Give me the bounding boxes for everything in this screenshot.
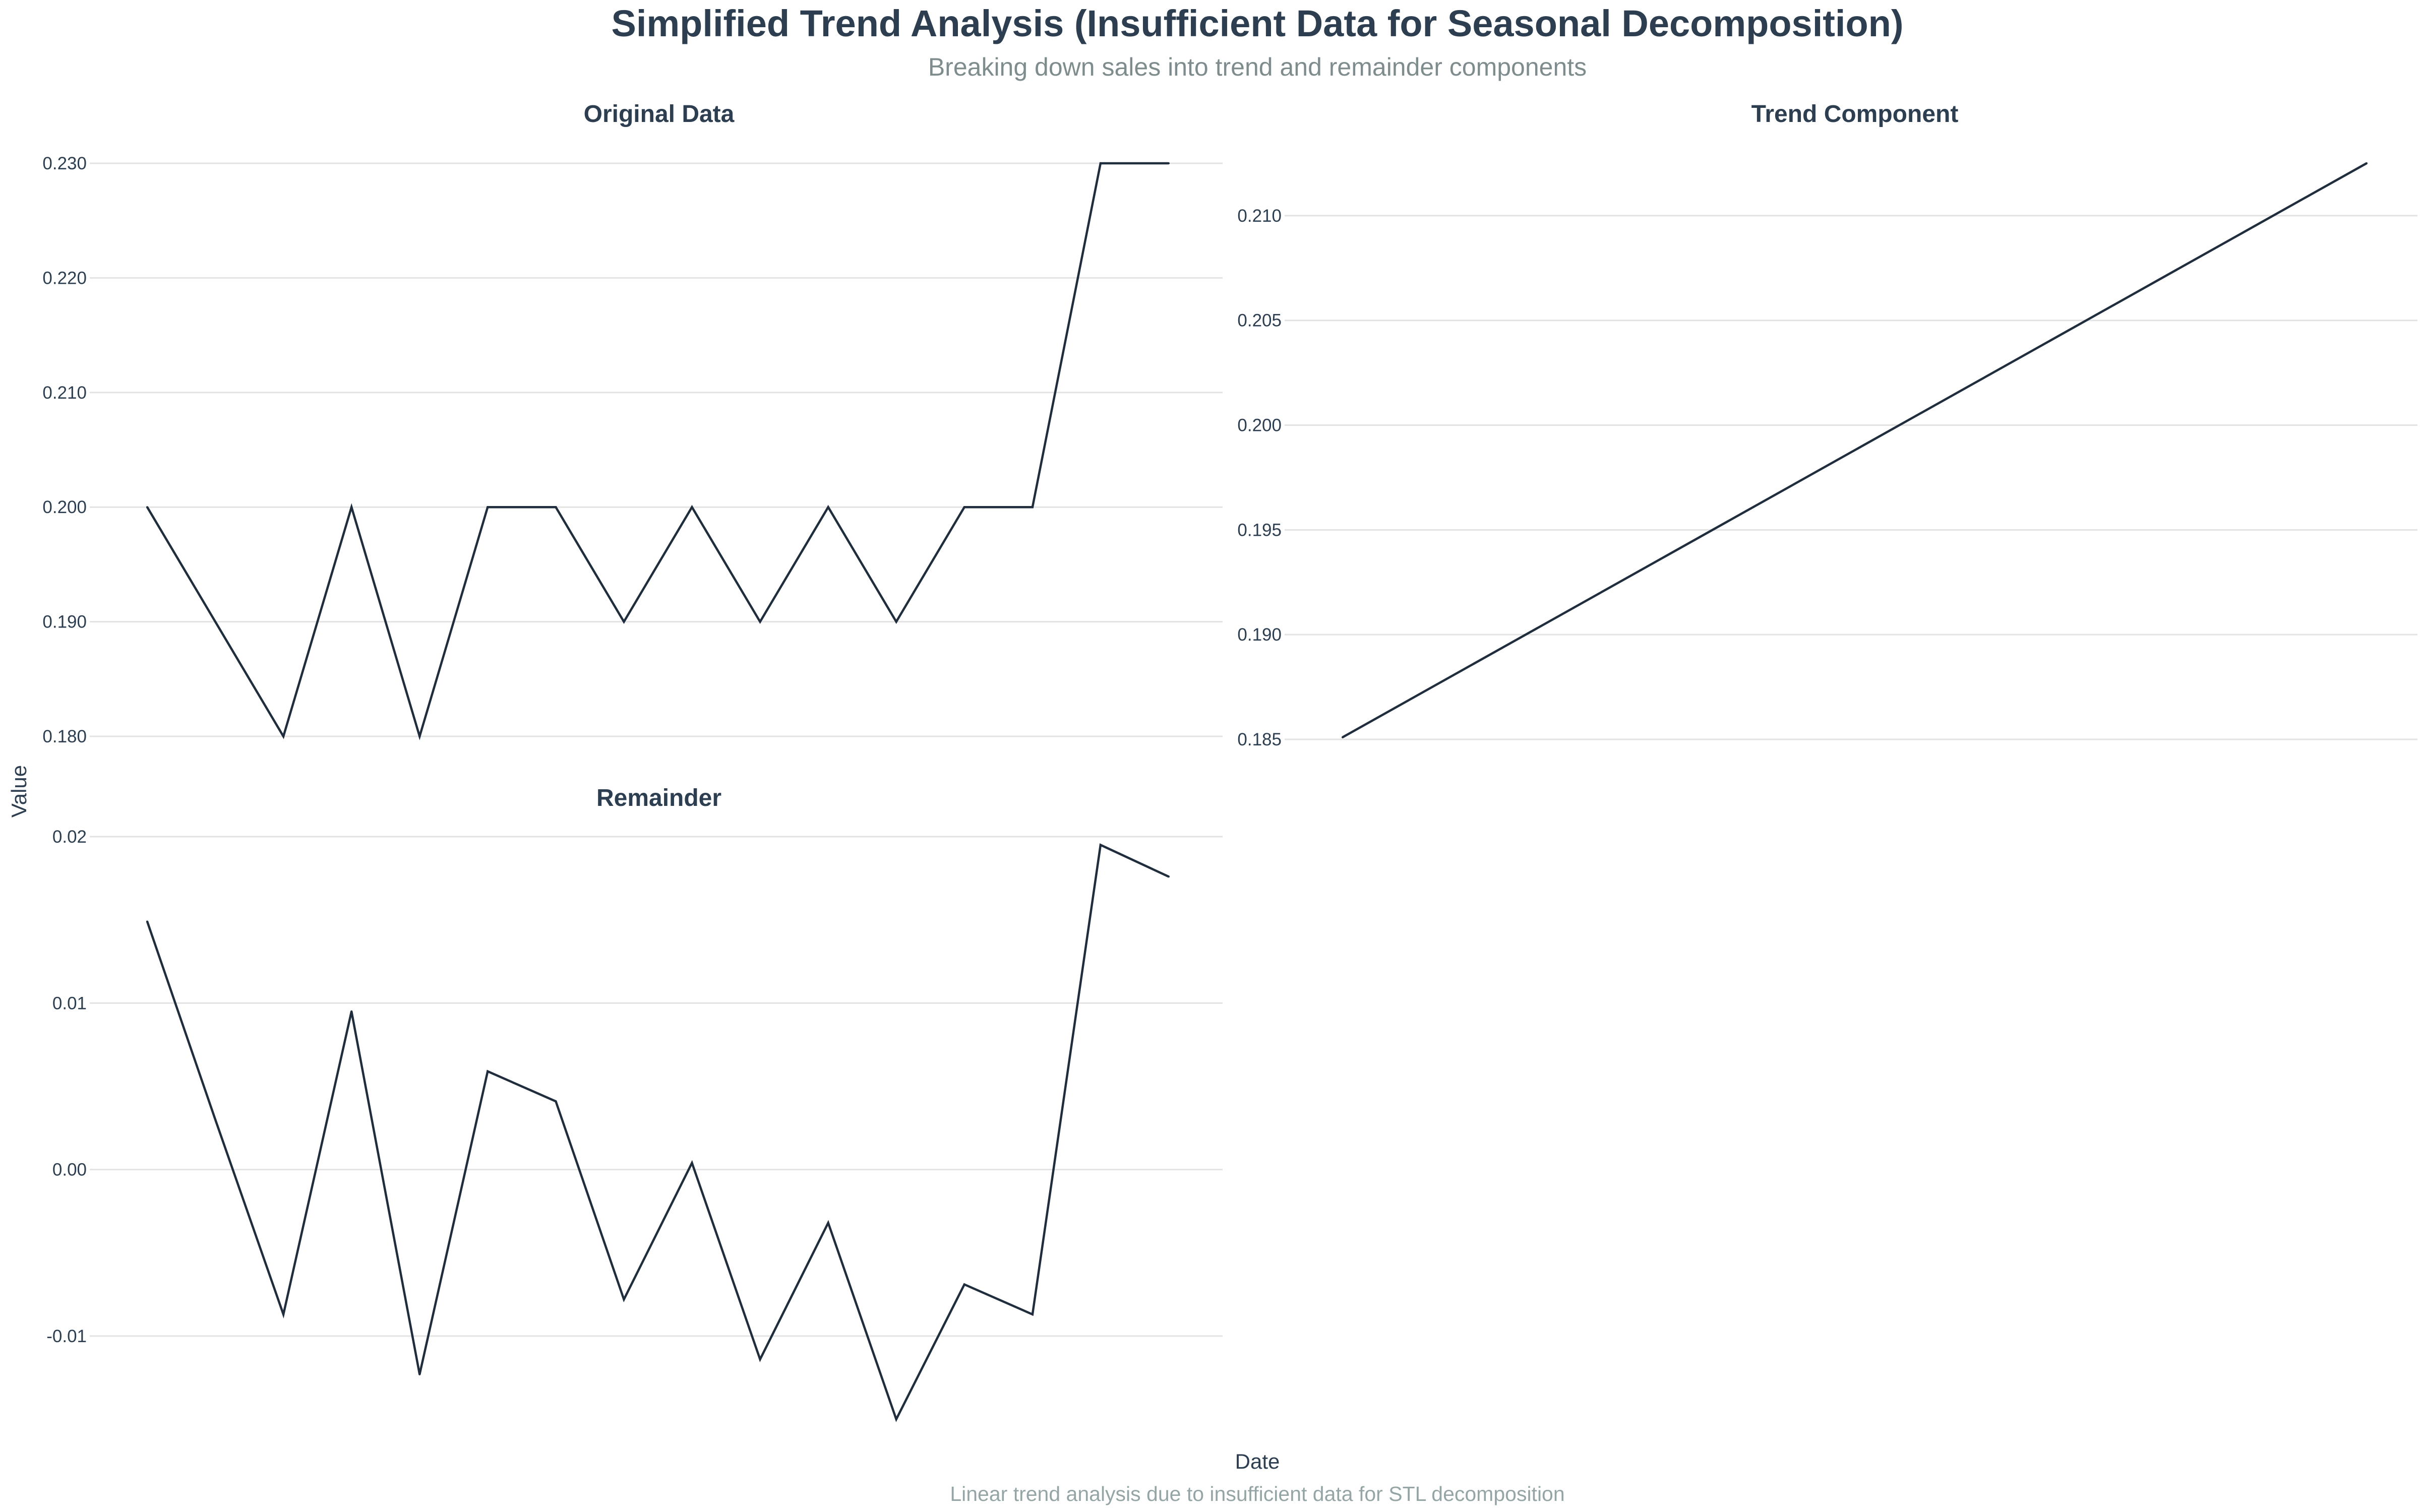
data-point-remainder <box>487 1070 489 1073</box>
panel-trend-component: Trend Component 0.185 0.190 0.195 0.200 0.20… <box>1237 101 2417 749</box>
data-point-remainder <box>555 1100 557 1103</box>
panel-remainder: Remainder -0.01 0.00 0.01 0.02 <box>46 785 1223 1422</box>
y-tick-label-original: 0.210 <box>42 383 87 403</box>
y-tick-label-original: 0.200 <box>42 497 87 517</box>
panel-title-trend: Trend Component <box>1751 101 1959 128</box>
y-ticks-original: 0.180 0.190 0.200 0.210 0.220 0.230 <box>42 154 87 746</box>
data-point-remainder <box>963 1283 965 1286</box>
y-tick-label-trend: 0.200 <box>1237 416 1282 435</box>
data-point-remainder <box>282 1313 285 1315</box>
data-point-original <box>1168 162 1170 164</box>
y-tick-label-remainder: 0.02 <box>52 827 87 847</box>
data-point-original <box>282 735 285 737</box>
data-point-original <box>759 620 761 623</box>
series-line-original <box>146 162 1169 740</box>
grid-trend <box>1285 215 2417 740</box>
chart-subtitle: Breaking down sales into trend and remai… <box>928 53 1587 81</box>
y-tick-label-remainder: -0.01 <box>46 1327 87 1346</box>
x-axis-label: Date <box>1235 1450 1280 1473</box>
data-point-remainder <box>691 1162 693 1164</box>
data-point-original <box>555 506 557 509</box>
data-point-remainder <box>827 1222 829 1224</box>
y-tick-label-original: 0.230 <box>42 154 87 173</box>
panel-title-original: Original Data <box>584 101 735 128</box>
data-point-original <box>827 506 829 509</box>
panel-title-remainder: Remainder <box>596 785 721 811</box>
data-point-original <box>691 506 693 509</box>
y-tick-label-remainder: 0.00 <box>52 1160 87 1180</box>
data-point-original <box>146 506 148 509</box>
data-point-remainder <box>623 1298 625 1301</box>
y-tick-label-trend: 0.190 <box>1237 625 1282 645</box>
series-line-trend <box>1342 162 2368 738</box>
y-tick-label-trend: 0.195 <box>1237 520 1282 540</box>
y-tick-label-original: 0.220 <box>42 268 87 288</box>
series-line-remainder <box>146 843 1169 1422</box>
grid-original <box>90 162 1223 737</box>
y-axis-label: Value <box>7 765 31 817</box>
data-point-original <box>214 620 217 623</box>
chart-caption: Linear trend analysis due to insufficien… <box>950 1482 1564 1505</box>
y-tick-label-remainder: 0.01 <box>52 993 87 1013</box>
grid-remainder <box>90 836 1223 1337</box>
data-point-original <box>963 506 965 509</box>
data-point-original <box>350 506 353 509</box>
data-point-trend <box>2366 162 2368 164</box>
data-point-remainder <box>418 1373 421 1375</box>
data-point-remainder <box>1168 875 1170 878</box>
data-point-remainder <box>759 1358 761 1361</box>
y-tick-label-trend: 0.185 <box>1237 730 1282 749</box>
chart-title: Simplified Trend Analysis (Insufficient … <box>611 3 1903 44</box>
y-tick-label-trend: 0.210 <box>1237 206 1282 226</box>
data-point-remainder <box>895 1418 897 1420</box>
data-point-remainder <box>350 1010 353 1013</box>
data-point-remainder <box>214 1118 217 1121</box>
data-point-original <box>1031 506 1034 509</box>
data-point-remainder <box>1031 1313 1034 1315</box>
y-tick-label-trend: 0.205 <box>1237 311 1282 331</box>
data-point-original <box>623 620 625 623</box>
data-point-trend <box>1342 736 1344 738</box>
data-point-remainder <box>146 920 148 923</box>
y-ticks-trend: 0.185 0.190 0.195 0.200 0.205 0.210 <box>1237 206 1282 749</box>
data-point-original <box>1099 162 1102 164</box>
y-ticks-remainder: -0.01 0.00 0.01 0.02 <box>46 827 87 1346</box>
data-point-original <box>487 506 489 509</box>
panel-original-data: Original Data 0.1800.1900.2000.2100.2200… <box>42 101 1223 746</box>
y-tick-label-original: 0.190 <box>42 612 87 632</box>
y-tick-label-original: 0.180 <box>42 727 87 746</box>
data-point-original <box>418 735 421 737</box>
data-point-remainder <box>1099 844 1102 846</box>
data-point-original <box>895 620 897 623</box>
